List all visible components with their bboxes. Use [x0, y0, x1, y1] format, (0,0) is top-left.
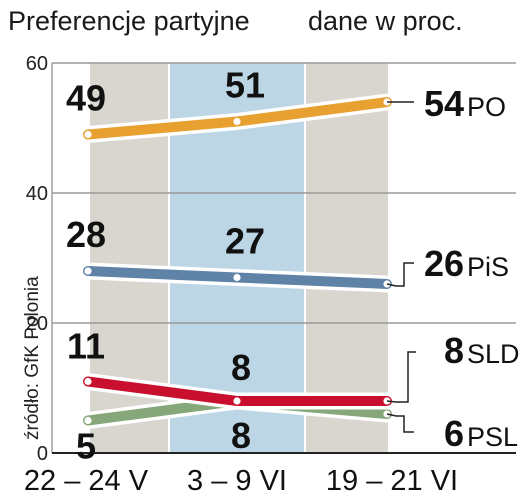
data-point — [232, 396, 242, 406]
y-tick-label: 0 — [37, 443, 48, 465]
data-point — [83, 376, 93, 387]
series-sld — [79, 373, 396, 410]
series-name-po: PO — [467, 92, 506, 122]
data-point — [83, 415, 93, 426]
data-point — [232, 116, 242, 127]
y-tick-label: 20 — [26, 313, 48, 335]
value-label-sld: 8 — [231, 347, 251, 388]
source-note: źródło: GfK Polonia — [22, 276, 43, 440]
end-value-psl: 6 — [444, 413, 464, 454]
y-tick-label: 60 — [26, 53, 48, 75]
series-name-psl: PSL — [467, 422, 518, 452]
chart-unit: dane w proc. — [308, 6, 463, 36]
end-value-pis: 26 — [424, 243, 464, 284]
end-value-sld: 8 — [444, 330, 464, 371]
data-point — [232, 272, 242, 283]
data-point — [83, 266, 93, 276]
x-axis-categories: 22 – 24 V 3 – 9 VI 19 – 21 VI — [24, 465, 458, 497]
y-tick-label: 40 — [26, 183, 48, 205]
leader-line-psl — [386, 413, 414, 433]
value-label-pis: 27 — [225, 221, 265, 262]
chart-title: Preferencje partyjne — [8, 6, 250, 36]
series-end-labels: 54 PO 26 PiS 8 SLD 6 PSL — [386, 83, 520, 454]
grid-lines — [51, 62, 516, 454]
x-category-label: 22 – 24 V — [24, 465, 149, 497]
value-label-po: 51 — [225, 65, 265, 106]
value-label-po: 49 — [66, 78, 106, 119]
series-name-pis: PiS — [467, 252, 509, 282]
value-label-pis: 28 — [66, 214, 106, 255]
column-3 — [306, 63, 388, 453]
end-value-po: 54 — [424, 83, 464, 124]
data-point — [83, 129, 93, 140]
value-label-psl: 8 — [231, 415, 251, 456]
data-labels: 49 51 28 27 11 8 5 8 — [66, 65, 265, 467]
series-po — [79, 93, 396, 143]
series-lines — [79, 93, 396, 429]
series-name-sld: SLD — [467, 339, 520, 369]
x-category-label: 3 – 9 VI — [187, 465, 287, 497]
value-label-psl: 5 — [76, 426, 96, 467]
x-category-label: 19 – 21 VI — [326, 465, 458, 497]
leader-line-sld — [386, 351, 416, 403]
leader-line-pis — [386, 262, 414, 287]
y-axis-ticks: 60 40 20 0 — [26, 53, 48, 465]
value-label-sld: 11 — [67, 326, 105, 367]
